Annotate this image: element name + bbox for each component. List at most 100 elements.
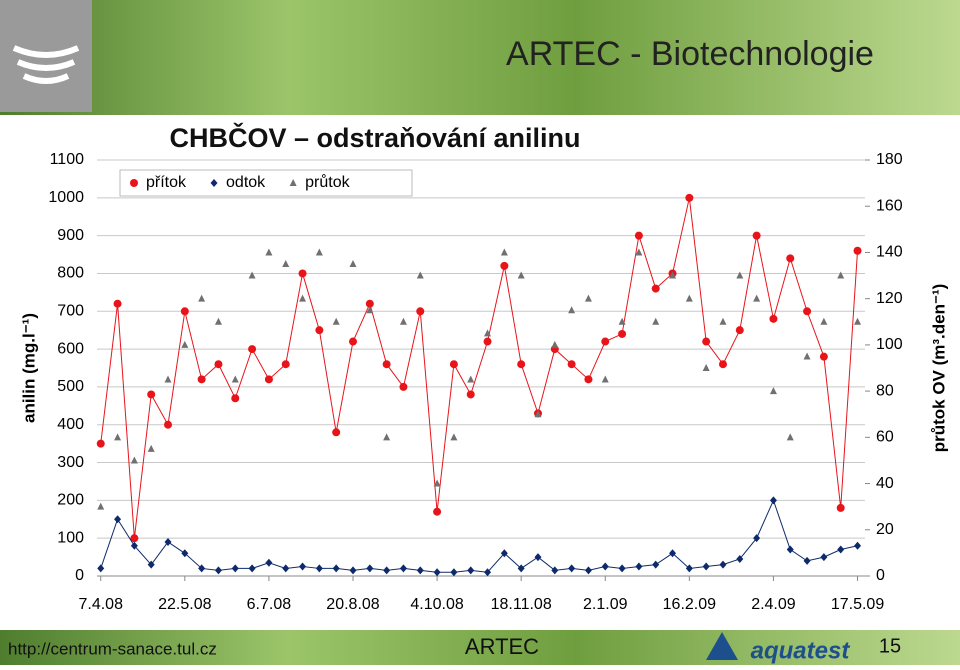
point	[500, 248, 508, 256]
point	[147, 390, 156, 399]
point	[735, 326, 744, 335]
point	[214, 566, 222, 575]
point	[685, 564, 693, 573]
point	[248, 564, 256, 573]
chart-title: CHBČOV – odstraňování anilinu	[169, 122, 580, 153]
point	[349, 566, 357, 575]
x-tick-label: 18.11.08	[491, 596, 552, 613]
point	[181, 549, 189, 558]
x-tick-label: 20.8.08	[326, 596, 379, 613]
point	[114, 515, 122, 524]
legend-label: odtok	[226, 174, 266, 191]
point	[181, 340, 189, 348]
point	[332, 564, 340, 573]
x-tick-label: 22.5.08	[158, 596, 211, 613]
point	[836, 503, 845, 512]
logo-waves	[12, 45, 80, 84]
point	[315, 248, 323, 256]
point	[483, 337, 492, 346]
point	[114, 433, 122, 441]
footer-bg	[0, 630, 960, 665]
point	[752, 231, 761, 240]
point	[551, 340, 559, 348]
point	[568, 564, 576, 573]
point	[601, 375, 609, 383]
point	[231, 564, 239, 573]
point	[450, 568, 458, 577]
header-bg	[0, 0, 960, 115]
footer-url[interactable]: http://centrum-sanace.tul.cz	[8, 639, 217, 658]
point	[366, 564, 374, 573]
point	[416, 566, 424, 575]
y-tick-label: 100	[57, 529, 84, 546]
y2-tick-label: 120	[876, 290, 903, 307]
point	[180, 307, 189, 316]
x-tick-label: 7.4.08	[78, 596, 123, 613]
point	[349, 260, 357, 267]
point	[332, 317, 340, 325]
y2-tick-label: 40	[876, 475, 894, 492]
point	[433, 507, 442, 516]
point	[618, 564, 626, 573]
point	[719, 317, 727, 325]
x-tick-label: 2.4.09	[751, 596, 796, 613]
y-tick-label: 1000	[48, 189, 84, 206]
point	[718, 360, 727, 369]
y-tick-label: 200	[57, 492, 84, 509]
point	[584, 566, 592, 575]
point	[383, 566, 391, 575]
point	[651, 284, 660, 293]
point	[601, 337, 610, 346]
y-tick-label: 1100	[50, 151, 85, 168]
point	[130, 541, 138, 550]
point	[837, 271, 845, 279]
point	[214, 317, 222, 325]
x-tick-label: 4.10.08	[410, 596, 463, 613]
point	[719, 560, 727, 569]
point	[147, 444, 155, 452]
y2-axis-label: průtok OV (m³.den⁻¹)	[929, 284, 948, 453]
legend-marker	[210, 179, 218, 187]
point	[264, 375, 273, 384]
point	[635, 248, 643, 256]
point	[635, 562, 643, 571]
point	[214, 360, 223, 369]
point	[231, 394, 240, 403]
point	[248, 271, 256, 279]
point	[399, 564, 407, 573]
y-axis-label: anilin (mg.l⁻¹)	[19, 313, 38, 423]
point	[736, 554, 744, 563]
point	[147, 560, 155, 569]
point	[584, 294, 592, 302]
point	[164, 420, 173, 429]
y2-tick-label: 140	[876, 244, 903, 261]
point	[853, 246, 862, 255]
y2-tick-label: 20	[876, 521, 894, 538]
point	[130, 456, 138, 464]
y2-tick-label: 80	[876, 382, 894, 399]
point	[282, 564, 290, 573]
point	[786, 254, 795, 263]
series-line	[100, 498, 858, 573]
point	[365, 299, 374, 308]
point	[315, 326, 324, 335]
x-tick-label: 2.1.09	[583, 596, 628, 613]
point	[467, 375, 475, 383]
point	[669, 271, 677, 279]
point	[786, 433, 794, 441]
point	[382, 360, 391, 369]
point	[265, 558, 273, 567]
legend	[119, 169, 413, 197]
point	[820, 553, 828, 562]
point	[433, 479, 441, 487]
x-tick-label: 16.2.09	[663, 596, 716, 613]
point	[399, 382, 408, 391]
point	[383, 433, 391, 441]
y-tick-label: 900	[57, 227, 84, 244]
point	[854, 317, 862, 325]
header-title: ARTEC - Biotechnologie	[506, 35, 874, 73]
y-tick-label: 600	[57, 340, 84, 357]
point	[282, 260, 290, 267]
point	[231, 375, 239, 383]
